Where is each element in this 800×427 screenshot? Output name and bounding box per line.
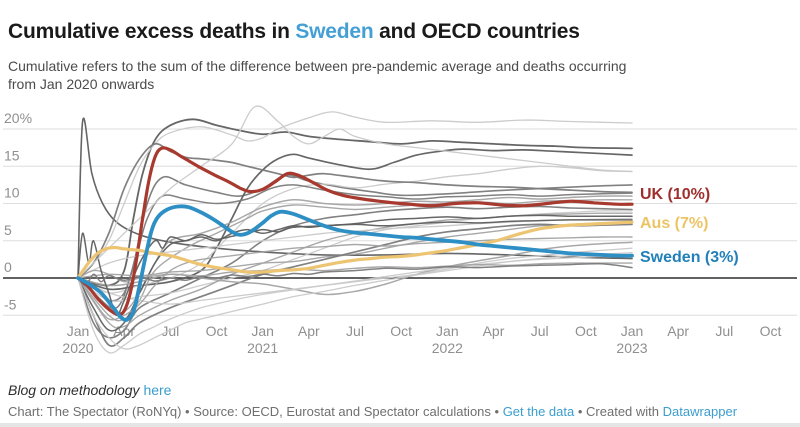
subtitle-line-1: Cumulative refers to the sum of the diff… (8, 58, 627, 74)
credit-2: • Created with (574, 404, 663, 419)
x-tick-month-27: Apr (483, 323, 505, 339)
oecd-country-line-20 (77, 262, 633, 283)
bottom-edge-shadow (0, 423, 800, 427)
x-tick-month-30: Jul (531, 323, 549, 339)
y-tick-label-10: 10 (4, 185, 20, 201)
oecd-country-line-19 (77, 255, 633, 354)
page-title: Cumulative excess deaths in Sweden and O… (8, 20, 788, 44)
x-tick-month-42: Jul (715, 323, 733, 339)
x-tick-month-9: Oct (206, 323, 228, 339)
credit-0: Chart: The Spectator (RoNYq) • Source: O… (8, 404, 503, 419)
oecd-country-line-2 (77, 111, 633, 279)
x-tick-month-24: Jan (436, 323, 459, 339)
sweden-end-label: Sweden (3%) (640, 249, 739, 266)
x-tick-year-2021: 2021 (247, 340, 278, 356)
oecd-country-line-21 (77, 219, 633, 317)
x-tick-month-6: Jul (161, 323, 179, 339)
credit-1-link[interactable]: Get the data (502, 404, 575, 419)
oecd-country-line-0 (77, 117, 633, 279)
oecd-country-line-25 (77, 262, 633, 287)
x-tick-year-2020: 2020 (62, 340, 93, 356)
x-tick-month-18: Jul (346, 323, 364, 339)
oecd-country-line-12 (77, 214, 633, 332)
oecd-country-line-4 (77, 148, 633, 291)
credit-line: Chart: The Spectator (RoNYq) • Source: O… (8, 404, 737, 419)
x-tick-month-36: Jan (621, 323, 644, 339)
uk-line (76, 146, 634, 317)
y-tick-label-15: 15 (4, 147, 20, 163)
x-tick-month-21: Oct (390, 323, 412, 339)
oecd-country-line-5 (77, 165, 633, 294)
x-tick-year-2022: 2022 (432, 340, 463, 356)
credit-3-link[interactable]: Datawrapper (662, 404, 738, 419)
title-part-1: Sweden (295, 20, 374, 44)
x-tick-year-2023: 2023 (616, 340, 647, 356)
sweden-line (76, 204, 634, 322)
oecd-country-line-22 (77, 142, 633, 279)
uk-end-label: UK (10%) (640, 186, 710, 203)
title-part-2: and OECD countries (373, 20, 580, 44)
oecd-country-line-1 (77, 118, 633, 287)
y-tick-label-0: 0 (4, 259, 12, 275)
x-tick-month-33: Oct (575, 323, 597, 339)
y-tick-label--5: -5 (4, 296, 17, 312)
methodology-note: Blog on methodology here (8, 382, 171, 398)
oecd-country-line-15 (77, 223, 633, 347)
oecd-country-line-6 (77, 184, 633, 302)
aus-line (76, 220, 634, 280)
x-tick-month-45: Oct (760, 323, 782, 339)
y-tick-label-20: 20% (4, 110, 32, 126)
oecd-country-line-14 (77, 221, 633, 279)
title-part-0: Cumulative excess deaths in (8, 20, 296, 44)
aus-end-label: Aus (7%) (640, 215, 708, 232)
x-tick-month-39: Apr (667, 323, 689, 339)
oecd-country-line-23 (77, 105, 633, 279)
x-tick-month-15: Apr (298, 323, 320, 339)
y-tick-label-5: 5 (4, 222, 12, 238)
chart-subtitle: Cumulative refers to the sum of the diff… (8, 57, 768, 93)
oecd-country-line-17 (77, 247, 633, 305)
methodology-0: Blog on methodology (8, 382, 144, 398)
oecd-country-line-8 (77, 199, 633, 322)
x-tick-month-12: Jan (251, 323, 274, 339)
subtitle-line-2: from Jan 2020 onwards (8, 76, 155, 92)
methodology-1-link[interactable]: here (143, 382, 172, 398)
x-tick-month-0: Jan (67, 323, 90, 339)
oecd-country-line-10 (77, 210, 633, 302)
